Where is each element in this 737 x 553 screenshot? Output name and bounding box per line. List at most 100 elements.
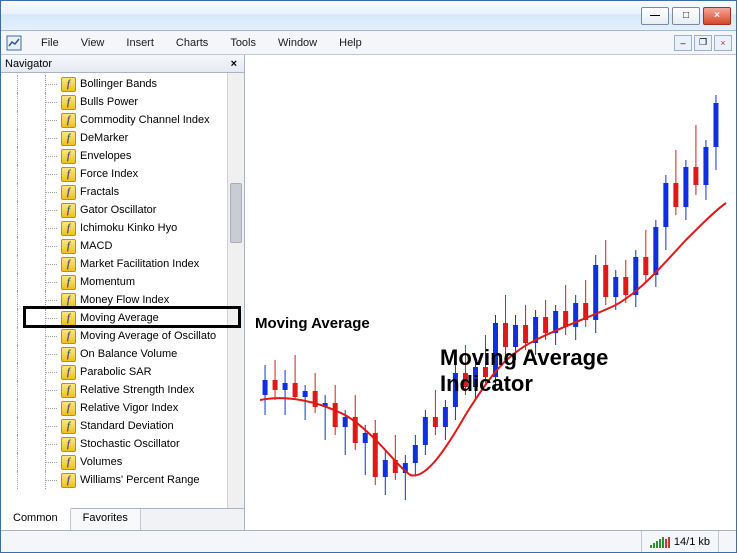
indicator-icon: f [61, 419, 76, 434]
indicator-icon: f [61, 203, 76, 218]
indicator-item[interactable]: fForce Index [5, 165, 226, 183]
indicator-icon: f [61, 221, 76, 236]
navigator-panel: Navigator × f Bollinger Bands f Bulls Power… [1, 55, 245, 530]
indicator-item[interactable]: f Relative Vigor Index [5, 399, 226, 417]
indicator-item[interactable]: f Momentum [5, 273, 226, 291]
indicator-icon: f [61, 473, 76, 488]
menu-tools[interactable]: Tools [220, 34, 266, 52]
menu-window[interactable]: Window [268, 34, 327, 52]
indicator-label: Williams' Percent Range [80, 474, 199, 486]
indicator-label: Volumes [80, 456, 122, 468]
navigator-close-button[interactable]: × [228, 58, 240, 70]
indicator-label: Relative Vigor Index [80, 402, 178, 414]
menu-file[interactable]: File [31, 34, 69, 52]
indicator-label: Money Flow Index [80, 294, 169, 306]
close-button[interactable]: × [703, 7, 731, 25]
titlebar: — □ × [1, 1, 736, 31]
minimize-button[interactable]: — [641, 7, 669, 25]
status-grip [718, 531, 736, 552]
annotation-moving-average-label: Moving Average [255, 315, 370, 332]
indicator-icon: f [61, 185, 76, 200]
chart-area[interactable]: Moving Average Moving Average Indicator [245, 55, 736, 530]
navigator-tree: f Bollinger Bands f Bulls Power f Commodity C… [1, 73, 244, 508]
indicator-label: Ichimoku Kinko Hyo [80, 222, 177, 234]
indicator-label: On Balance Volume [80, 348, 177, 360]
indicator-label: Fractals [80, 186, 119, 198]
indicator-label: Bulls Power [80, 96, 138, 108]
indicator-item[interactable]: f Relative Strength Index [5, 381, 226, 399]
indicator-icon: f [61, 131, 76, 146]
indicator-label: Moving Average of Oscillato [80, 330, 216, 342]
indicator-label: Momentum [80, 276, 135, 288]
indicator-item[interactable]: f Standard Deviation [5, 417, 226, 435]
indicator-label: DeMarker [80, 132, 128, 144]
indicator-label: Stochastic Oscillator [80, 438, 180, 450]
mdi-restore-button[interactable]: ❐ [694, 35, 712, 51]
menu-insert[interactable]: Insert [116, 34, 164, 52]
connection-text: 14/1 kb [674, 536, 710, 548]
indicator-item[interactable]: f Fractals [5, 183, 226, 201]
indicator-icon: f [61, 257, 76, 272]
indicator-icon: f [61, 347, 76, 362]
indicator-item[interactable]: f Moving Average of Oscillato [5, 327, 226, 345]
indicator-icon: f [61, 239, 76, 254]
indicator-item[interactable]: f On Balance Volume [5, 345, 226, 363]
indicator-icon: f [61, 311, 76, 326]
indicator-item[interactable]: f Bulls Power [5, 93, 226, 111]
indicator-label: Bollinger Bands [80, 78, 157, 90]
indicator-item[interactable]: f Commodity Channel Index [5, 111, 226, 129]
menu-view[interactable]: View [71, 34, 115, 52]
maximize-button[interactable]: □ [672, 7, 700, 25]
navigator-header: Navigator × [1, 55, 244, 73]
menubar: FileViewInsertChartsToolsWindowHelp – ❐ … [1, 31, 736, 55]
indicator-item[interactable]: f Stochastic Oscillator [5, 435, 226, 453]
indicator-icon: f [61, 401, 76, 416]
indicator-item[interactable]: f DeMarker [5, 129, 226, 147]
indicator-item[interactable]: f Ichimoku Kinko Hyo [5, 219, 226, 237]
indicator-icon: f [61, 95, 76, 110]
navigator-scrollbar[interactable] [227, 73, 244, 508]
indicator-label: Envelopes [80, 150, 131, 162]
indicator-icon: f [61, 383, 76, 398]
indicator-label: Standard Deviation [80, 420, 174, 432]
indicator-item[interactable]: fMACD [5, 237, 226, 255]
indicator-item[interactable]: f Parabolic SAR [5, 363, 226, 381]
indicator-label: Parabolic SAR [80, 366, 152, 378]
tab-common[interactable]: Common [1, 508, 71, 530]
statusbar: 14/1 kb [1, 530, 736, 552]
indicator-icon: f [61, 275, 76, 290]
indicator-item[interactable]: f Moving Average [5, 309, 226, 327]
status-connection: 14/1 kb [641, 531, 718, 552]
indicator-icon: f [61, 293, 76, 308]
indicator-label: Moving Average [80, 312, 159, 324]
connection-bars-icon [650, 536, 670, 548]
mdi-minimize-button[interactable]: – [674, 35, 692, 51]
indicator-icon: f [61, 149, 76, 164]
navigator-title: Navigator [5, 58, 52, 70]
indicator-icon: f [61, 167, 76, 182]
indicator-item[interactable]: f Envelopes [5, 147, 226, 165]
mdi-close-button[interactable]: × [714, 35, 732, 51]
indicator-icon: f [61, 437, 76, 452]
indicator-label: Relative Strength Index [80, 384, 194, 396]
indicator-icon: f [61, 113, 76, 128]
mdi-controls: – ❐ × [674, 35, 732, 51]
indicator-icon: f [61, 365, 76, 380]
app-icon [5, 34, 23, 52]
scrollbar-thumb[interactable] [230, 183, 242, 243]
menu-help[interactable]: Help [329, 34, 372, 52]
menu-charts[interactable]: Charts [166, 34, 218, 52]
tab-favorites[interactable]: Favorites [71, 509, 141, 530]
indicator-item[interactable]: f Bollinger Bands [5, 75, 226, 93]
indicator-item[interactable]: f Market Facilitation Index [5, 255, 226, 273]
indicator-item[interactable]: f Williams' Percent Range [5, 471, 226, 489]
annotation-moving-average-indicator: Moving Average Indicator [440, 345, 608, 398]
indicator-label: Commodity Channel Index [80, 114, 210, 126]
indicator-item[interactable]: f Money Flow Index [5, 291, 226, 309]
navigator-tabs: Common Favorites [1, 508, 244, 530]
indicator-item[interactable]: fGator Oscillator [5, 201, 226, 219]
indicator-item[interactable]: fVolumes [5, 453, 226, 471]
indicator-icon: f [61, 77, 76, 92]
indicator-icon: f [61, 329, 76, 344]
indicator-label: Market Facilitation Index [80, 258, 199, 270]
